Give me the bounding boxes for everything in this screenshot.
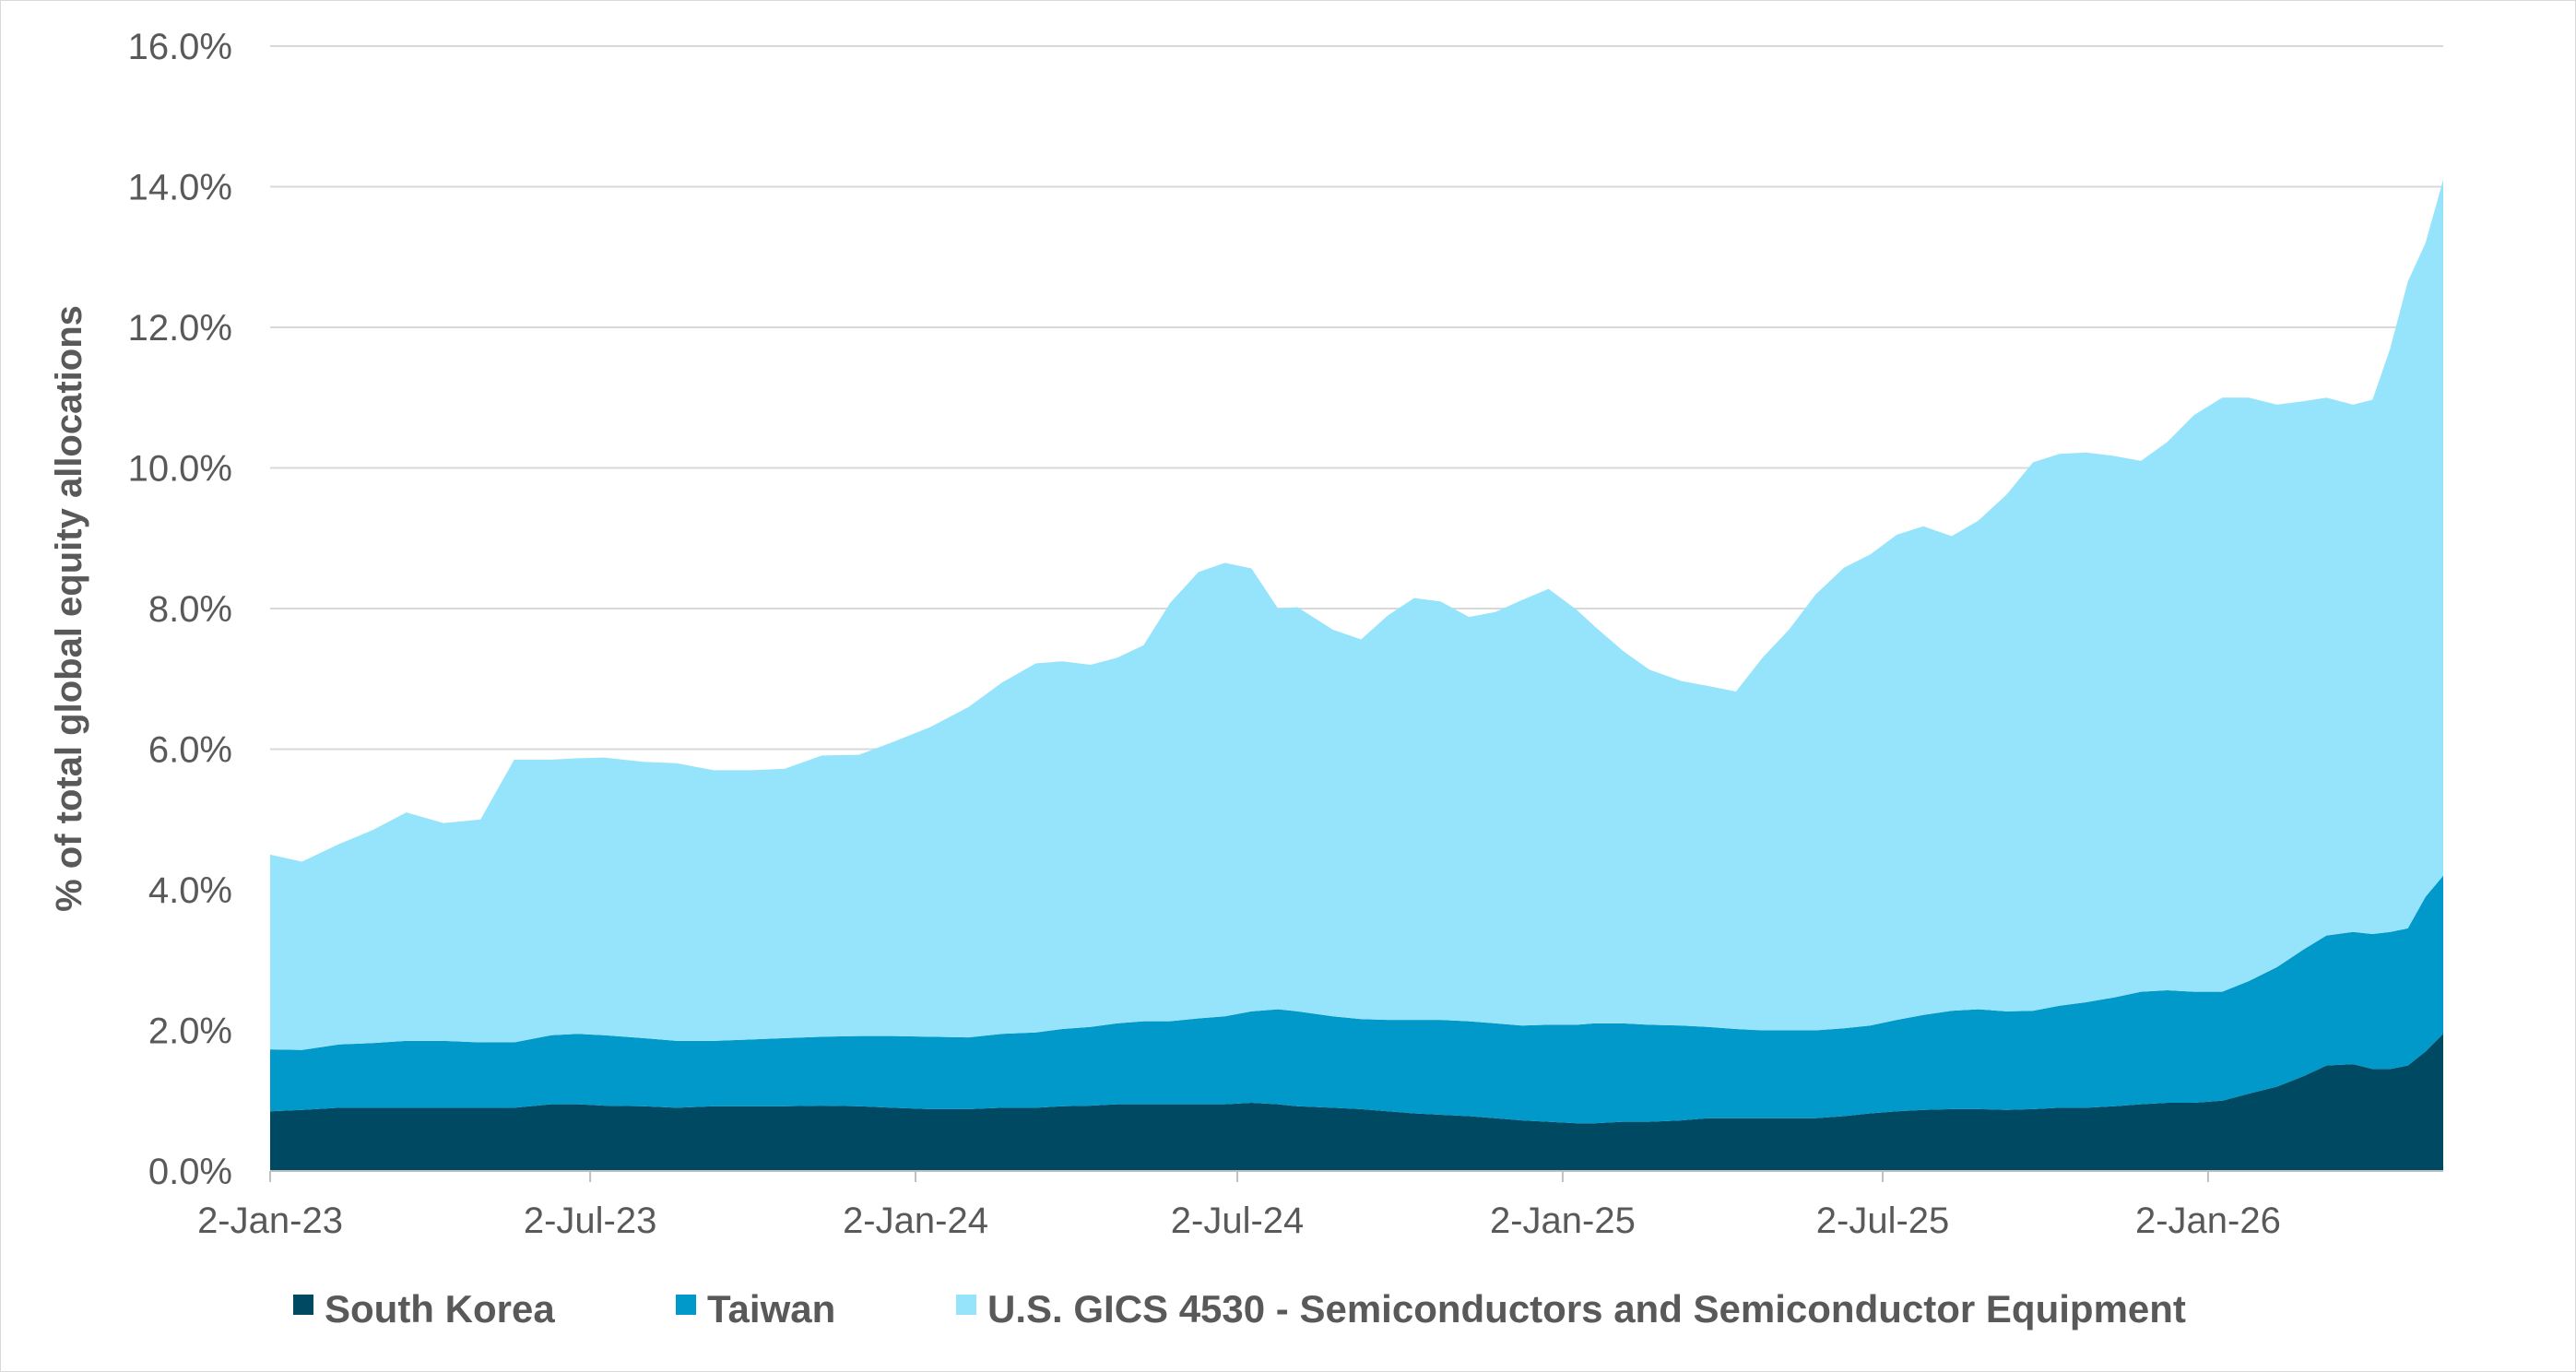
y-tick-label: 14.0% xyxy=(128,168,232,208)
y-tick-label: 2.0% xyxy=(148,1011,232,1052)
area-series xyxy=(270,179,2443,1171)
area-south-korea xyxy=(270,1034,2443,1171)
x-tick-label: 2-Jul-24 xyxy=(1171,1200,1305,1241)
legend-label: South Korea xyxy=(325,1287,555,1331)
y-tick-label: 10.0% xyxy=(128,449,232,490)
legend-swatch xyxy=(676,1295,696,1315)
x-tick-label: 2-Jul-23 xyxy=(524,1200,657,1241)
y-tick-label: 8.0% xyxy=(148,589,232,630)
area-taiwan xyxy=(270,875,2443,1124)
y-tick-label: 0.0% xyxy=(148,1152,232,1192)
x-tick-label: 2-Jul-25 xyxy=(1816,1200,1950,1241)
y-axis: 0.0% 2.0% 4.0% 6.0% 8.0% 10.0% 12.0% 14.0% 16.0% xyxy=(128,27,232,1192)
x-tick-label: 2-Jan-26 xyxy=(2135,1200,2281,1241)
y-tick-label: 16.0% xyxy=(128,27,232,67)
x-tick-label: 2-Jan-25 xyxy=(1490,1200,1636,1241)
legend-label: U.S. GICS 4530 - Semiconductors and Semi… xyxy=(987,1287,2186,1331)
legend-swatch xyxy=(956,1295,976,1315)
y-tick-label: 6.0% xyxy=(148,730,232,771)
area-u-s-gics-4530-semiconductors-and-semiconductor-equipment xyxy=(270,179,2443,1050)
legend-swatch xyxy=(293,1295,313,1315)
legend: South Korea Taiwan U.S. GICS 4530 - Semico… xyxy=(293,1287,2186,1331)
x-tick-label: 2-Jan-23 xyxy=(197,1200,343,1241)
x-tick-label: 2-Jan-24 xyxy=(843,1200,988,1241)
legend-label: Taiwan xyxy=(707,1287,835,1331)
x-axis: 2-Jan-23 2-Jul-23 2-Jan-24 2-Jul-24 2-Jan-25… xyxy=(197,1170,2443,1241)
y-axis-label: % of total global equity allocations xyxy=(49,305,89,912)
y-tick-label: 4.0% xyxy=(148,870,232,911)
y-tick-label: 12.0% xyxy=(128,308,232,349)
